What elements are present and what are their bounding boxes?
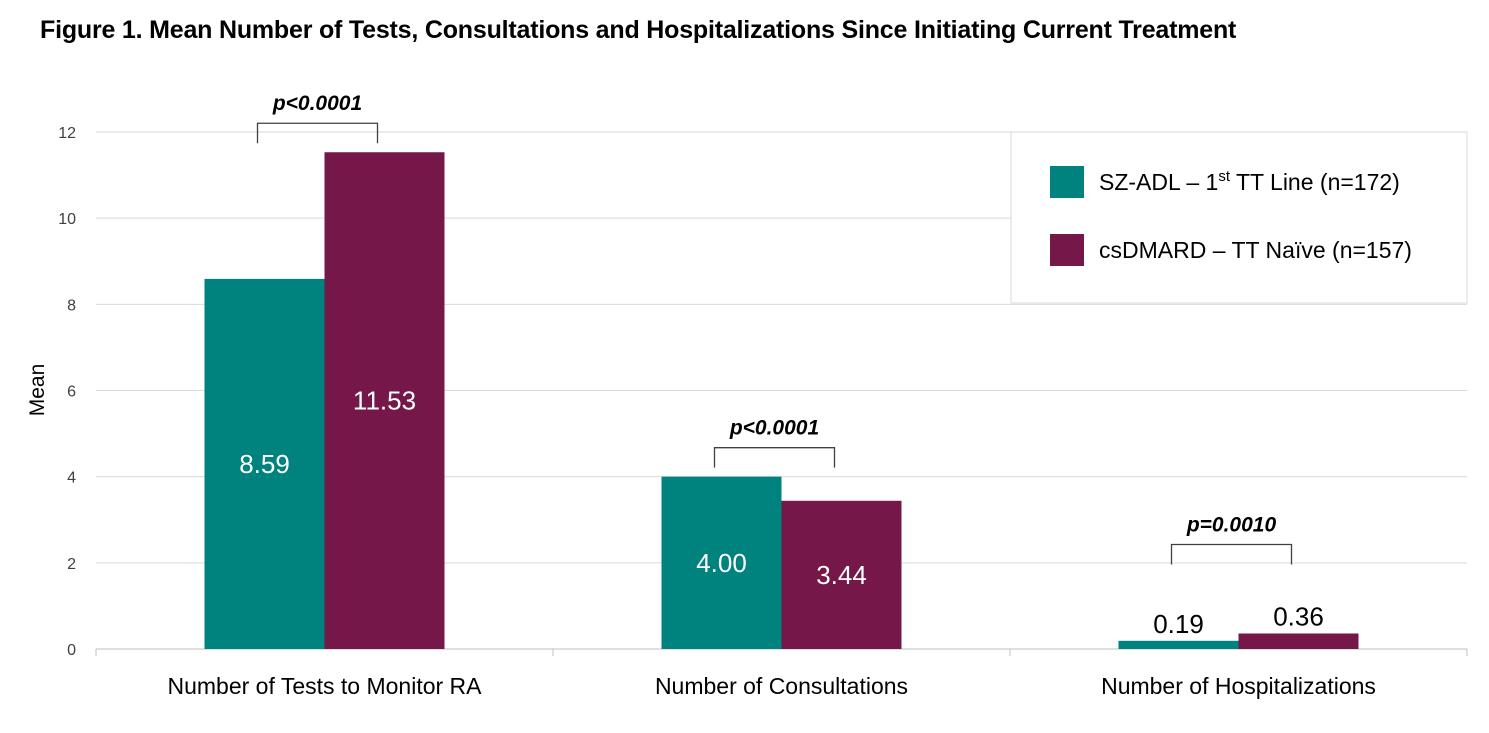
category-labels: Number of Tests to Monitor RA Number of C… <box>167 673 1375 699</box>
data-label: 3.44 <box>816 560 867 590</box>
category-label: Number of Consultations <box>655 673 908 699</box>
legend: SZ-ADL – 1st TT Line (n=172) csDMARD – TT… <box>1010 131 1468 304</box>
p-value-annotations: p<0.0001 p<0.0001 p=0.0010 <box>256 92 1293 565</box>
significance-bracket <box>713 447 836 468</box>
y-tick-label: 4 <box>67 470 76 487</box>
y-tick-label: 0 <box>67 642 76 659</box>
bar <box>1118 640 1239 649</box>
data-label: 11.53 <box>353 386 416 416</box>
bar <box>661 476 782 649</box>
p-value-label: p=0.0010 <box>1186 513 1277 536</box>
data-label: 4.00 <box>696 548 747 578</box>
bar <box>1238 633 1359 649</box>
p-value-label: p<0.0001 <box>272 92 362 115</box>
significance-bracket <box>1170 543 1293 565</box>
legend-label: csDMARD – TT Naïve (n=157) <box>1099 237 1412 263</box>
legend-box <box>1010 131 1468 304</box>
p-value-label: p<0.0001 <box>729 417 819 440</box>
y-tick-label: 8 <box>67 297 76 314</box>
legend-label: SZ-ADL – 1st TT Line (n=172) <box>1099 168 1400 195</box>
data-label: 8.59 <box>239 449 290 479</box>
bars: 8.59 11.53 4.00 3.44 0.19 0.36 <box>204 152 1359 650</box>
significance-bracket <box>256 122 379 144</box>
y-tick-label: 6 <box>67 384 76 401</box>
y-axis: 0 2 4 6 8 10 12 <box>58 125 76 659</box>
category-label: Number of Hospitalizations <box>1101 673 1376 699</box>
data-label: 0.36 <box>1273 601 1324 631</box>
legend-swatch <box>1050 234 1084 266</box>
legend-swatch <box>1050 166 1084 198</box>
y-axis-label: Mean <box>26 364 49 417</box>
y-tick-label: 10 <box>58 211 76 228</box>
category-label: Number of Tests to Monitor RA <box>167 673 482 699</box>
chart-title: Figure 1. Mean Number of Tests, Consulta… <box>40 16 1237 44</box>
y-tick-label: 2 <box>67 556 76 573</box>
bar <box>204 278 325 649</box>
data-label: 0.19 <box>1153 609 1204 639</box>
y-tick-label: 12 <box>58 125 76 142</box>
bar <box>781 500 902 649</box>
bar <box>324 152 445 650</box>
